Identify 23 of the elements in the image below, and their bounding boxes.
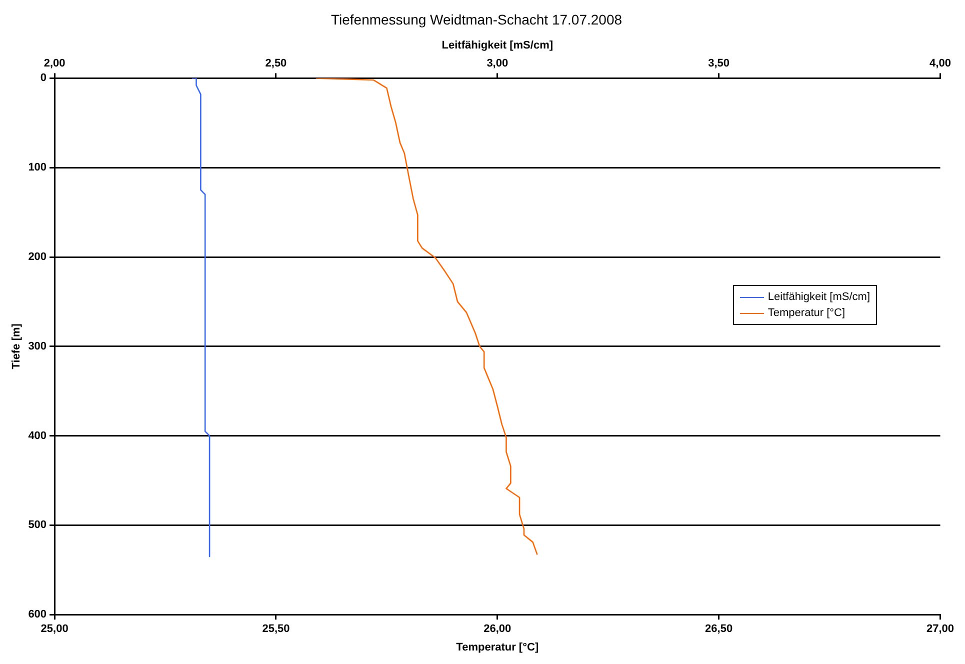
y-tick-label: 600 xyxy=(28,608,47,621)
x-tick-label: 27,00 xyxy=(926,623,954,636)
legend-label: Leitfähigkeit [mS/cm] xyxy=(768,290,870,305)
x2-tick-label: 3,00 xyxy=(486,58,508,70)
y-tick-label: 300 xyxy=(28,340,47,352)
x2-axis-title: Leitfähigkeit [mS/cm] xyxy=(442,39,554,52)
y-tick-label: 500 xyxy=(28,519,47,532)
y-tick-label: 100 xyxy=(28,162,47,174)
x-axis-title: Temperatur [°C] xyxy=(456,641,539,654)
y-axis-title: Tiefe [m] xyxy=(10,323,23,370)
x-tick-label: 25,50 xyxy=(262,623,290,636)
x2-tick-label: 2,00 xyxy=(44,58,66,70)
x-tick-label: 26,00 xyxy=(484,623,512,636)
x2-tick-label: 2,50 xyxy=(265,58,287,70)
x2-tick-label: 3,50 xyxy=(708,58,730,70)
x2-tick-label: 4,00 xyxy=(930,58,951,70)
legend-label: Temperatur [°C] xyxy=(768,306,846,321)
y-tick-label: 0 xyxy=(40,72,47,84)
y-tick-label: 400 xyxy=(28,430,47,442)
x-tick-label: 25,00 xyxy=(40,623,68,636)
x-tick-label: 26,50 xyxy=(705,623,733,636)
y-tick-label: 200 xyxy=(28,251,47,264)
chart-title: Tiefenmessung Weidtman-Schacht 17.07.2008 xyxy=(330,11,622,28)
